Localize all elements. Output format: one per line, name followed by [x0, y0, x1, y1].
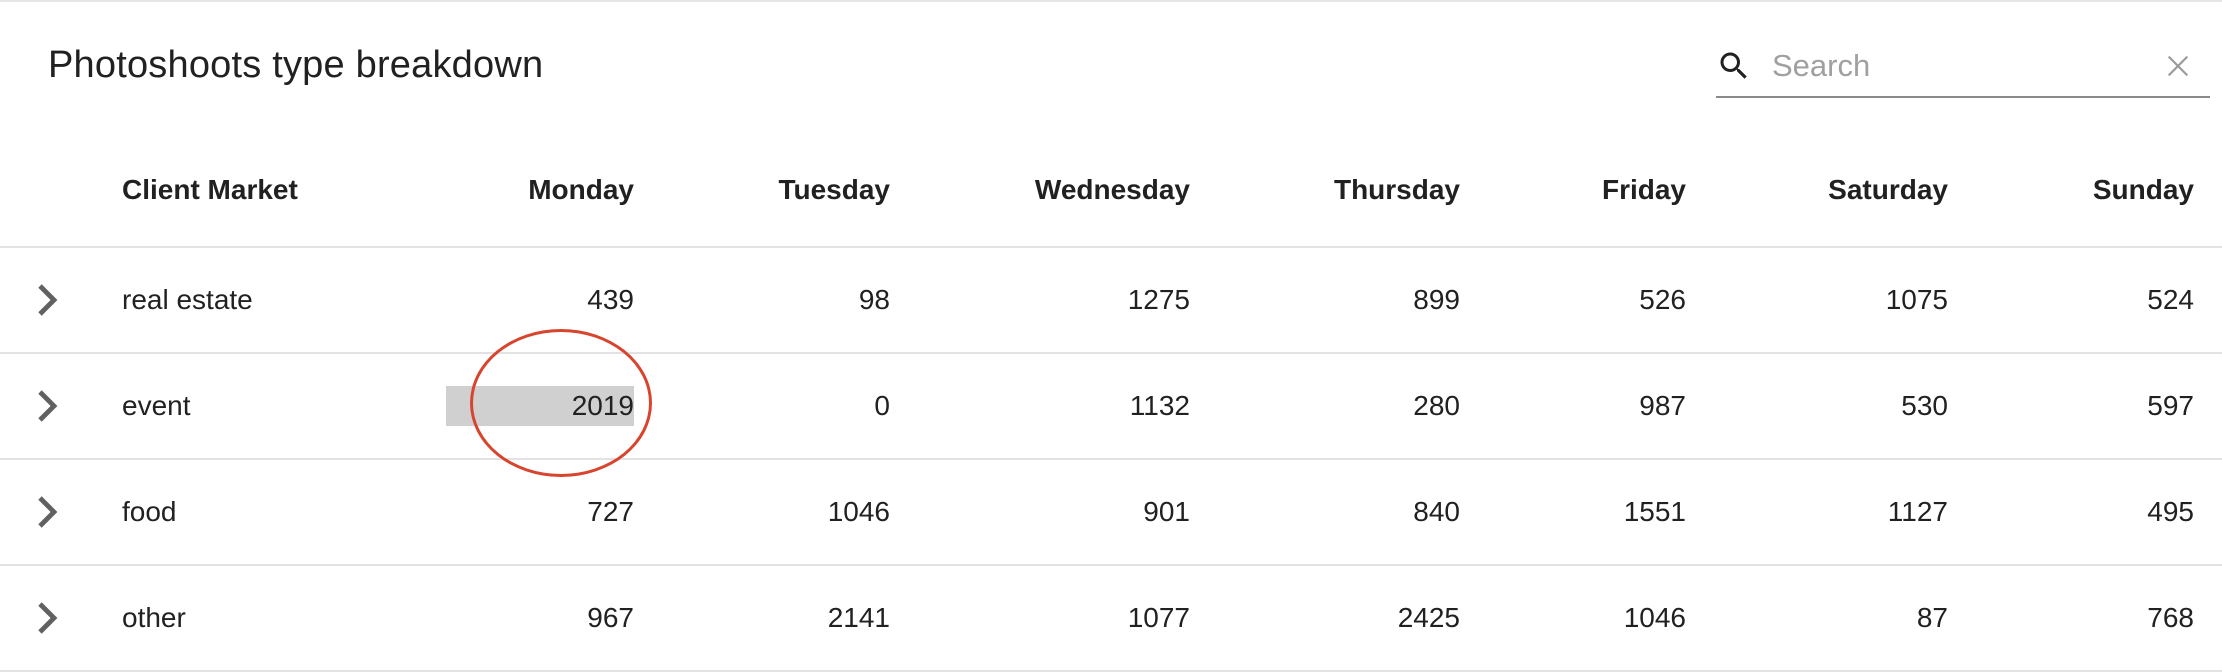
cell-friday: 1551	[1623, 496, 1686, 527]
cell-thursday: 2425	[1397, 602, 1460, 633]
cell-friday: 526	[1639, 284, 1686, 315]
column-header-sunday[interactable]: Sunday	[2092, 174, 2194, 205]
cell-highlight	[446, 386, 634, 426]
cell-tuesday: 1046	[827, 496, 890, 527]
cell-client-market: other	[122, 602, 186, 633]
cell-wednesday: 901	[1143, 496, 1190, 527]
cell-tuesday: 0	[874, 390, 890, 421]
column-header-thursday[interactable]: Thursday	[1333, 174, 1460, 205]
cell-tuesday: 2141	[827, 602, 890, 633]
cell-monday: 2019	[571, 390, 634, 421]
header-divider	[0, 246, 2222, 248]
table-row[interactable]: event 2019 0 1132 280 987 530 597	[0, 354, 2222, 458]
cell-monday: 727	[587, 496, 634, 527]
column-header-tuesday[interactable]: Tuesday	[778, 174, 890, 205]
close-icon[interactable]	[2162, 50, 2194, 82]
cell-tuesday: 98	[858, 284, 890, 315]
row-divider	[0, 352, 2222, 354]
column-header-client-market[interactable]: Client Market	[122, 174, 298, 205]
chevron-right-icon[interactable]	[34, 282, 62, 318]
cell-saturday: 87	[1916, 602, 1948, 633]
cell-wednesday: 1132	[1129, 390, 1190, 421]
cell-sunday: 495	[2147, 496, 2194, 527]
cell-sunday: 597	[2147, 390, 2194, 421]
chevron-right-icon[interactable]	[34, 600, 62, 636]
search-input[interactable]	[1772, 46, 2132, 86]
row-divider	[0, 564, 2222, 566]
page-title: Photoshoots type breakdown	[48, 44, 544, 86]
search-box[interactable]	[1716, 40, 2210, 98]
column-header-wednesday[interactable]: Wednesday	[1034, 174, 1190, 205]
cell-monday: 439	[587, 284, 634, 315]
cell-client-market: real estate	[122, 284, 253, 315]
cell-saturday: 1127	[1887, 496, 1948, 527]
table-row[interactable]: real estate 439 98 1275 899 526 1075 524	[0, 248, 2222, 352]
cell-client-market: event	[122, 390, 191, 421]
cell-sunday: 524	[2147, 284, 2194, 315]
cell-thursday: 899	[1413, 284, 1460, 315]
cell-saturday: 530	[1901, 390, 1948, 421]
table-row[interactable]: other 967 2141 1077 2425 1046 87 768	[0, 566, 2222, 670]
chevron-right-icon[interactable]	[34, 388, 62, 424]
cell-sunday: 768	[2147, 602, 2194, 633]
table-row[interactable]: food 727 1046 901 840 1551 1127 495	[0, 460, 2222, 564]
column-header-saturday[interactable]: Saturday	[1828, 174, 1948, 205]
cell-saturday: 1075	[1885, 284, 1948, 315]
cell-wednesday: 1077	[1127, 602, 1190, 633]
row-divider	[0, 458, 2222, 460]
chevron-right-icon[interactable]	[34, 494, 62, 530]
cell-friday: 1046	[1623, 602, 1686, 633]
search-icon	[1720, 52, 1747, 79]
cell-thursday: 280	[1413, 390, 1460, 421]
cell-friday: 987	[1639, 390, 1686, 421]
cell-thursday: 840	[1413, 496, 1460, 527]
cell-monday: 967	[587, 602, 634, 633]
column-header-monday[interactable]: Monday	[528, 174, 634, 205]
column-header-friday[interactable]: Friday	[1601, 174, 1686, 205]
cell-client-market: food	[122, 496, 177, 527]
cell-wednesday: 1275	[1127, 284, 1190, 315]
